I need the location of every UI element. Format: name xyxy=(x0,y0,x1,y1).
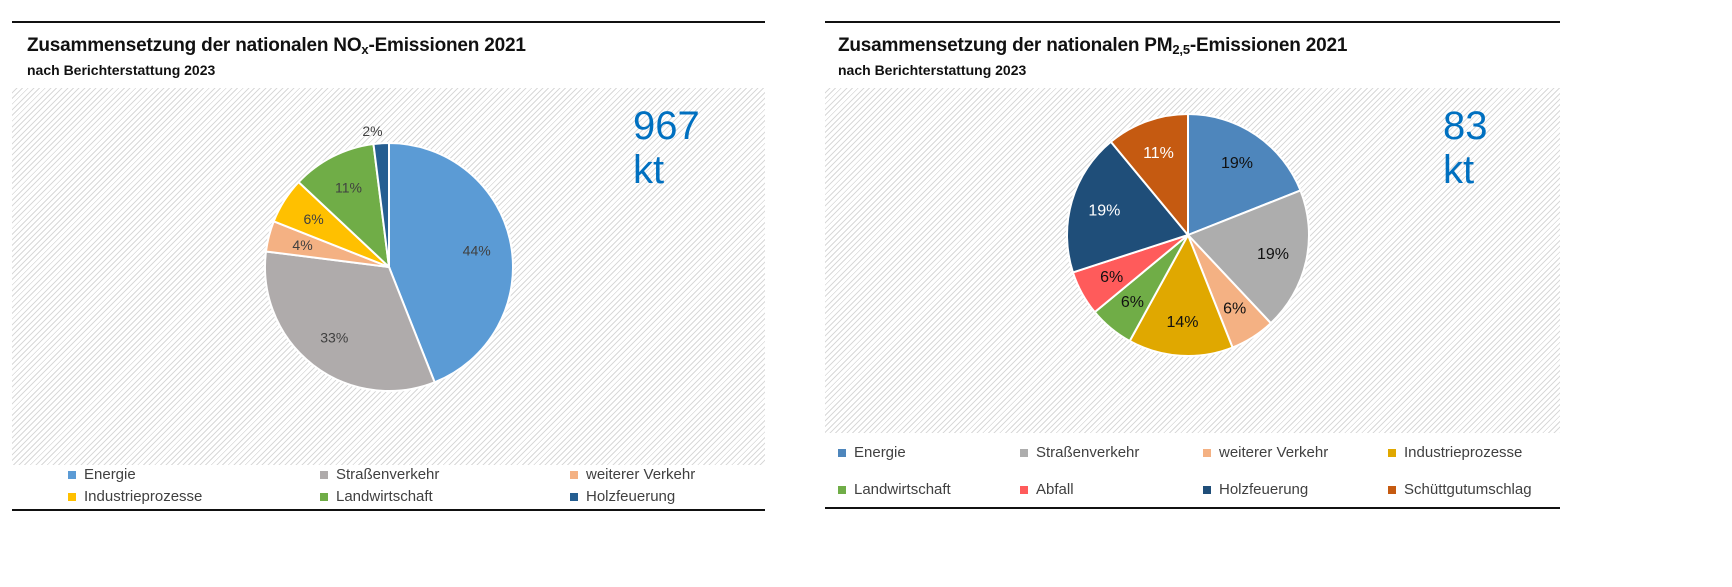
legend-swatch xyxy=(1388,486,1396,494)
top-rule xyxy=(12,21,765,23)
legend-swatch xyxy=(570,493,578,501)
legend-item: Abfall xyxy=(1020,481,1074,499)
legend-swatch xyxy=(838,449,846,457)
bottom-rule xyxy=(825,507,1560,509)
legend-label: Straßenverkehr xyxy=(336,466,440,483)
chart-title: Zusammensetzung der nationalen PM2,5-Emi… xyxy=(838,35,1347,59)
chart-subtitle: nach Berichterstattung 2023 xyxy=(838,62,1027,78)
legend-label: Holzfeuerung xyxy=(586,488,676,505)
legend-label: Holzfeuerung xyxy=(1219,481,1309,498)
legend-item: Straßenverkehr xyxy=(320,466,439,484)
pie-slice-holzfeuerung[interactable] xyxy=(1066,140,1190,274)
legend-label: Abfall xyxy=(1036,481,1074,498)
legend-swatch xyxy=(1203,486,1211,494)
legend-swatch xyxy=(1020,449,1028,457)
legend-label: weiterer Verkehr xyxy=(1219,444,1329,461)
legend-label: Straßenverkehr xyxy=(1036,444,1140,461)
legend-label: Landwirtschaft xyxy=(336,488,433,505)
legend-item: Energie xyxy=(68,466,136,484)
legend-item: Industrieprozesse xyxy=(68,488,202,506)
legend-item: weiterer Verkehr xyxy=(1203,444,1328,462)
legend-item: weiterer Verkehr xyxy=(570,466,695,484)
legend-label: Energie xyxy=(84,466,136,483)
legend-swatch xyxy=(68,493,76,501)
legend-item: Energie xyxy=(838,444,906,462)
title-rest: -Emissionen 2021 xyxy=(1189,35,1348,56)
pie-slice-holzfeuerung[interactable] xyxy=(372,141,390,268)
legend-label: Industrieprozesse xyxy=(84,488,203,505)
pie-slice-industrieprozesse[interactable] xyxy=(1128,232,1234,357)
legend-swatch xyxy=(838,486,846,494)
pie-slice-landwirtschaft[interactable] xyxy=(297,142,391,270)
legend-swatch xyxy=(1203,449,1211,457)
legend-item: Holzfeuerung xyxy=(1203,481,1308,499)
legend-item: Industrieprozesse xyxy=(1388,444,1522,462)
pie-slice-energie[interactable] xyxy=(1187,112,1302,237)
total-label: 83 kt xyxy=(1443,104,1488,192)
legend-label: weiterer Verkehr xyxy=(586,466,696,483)
legend-label: Schüttgutumschlag xyxy=(1404,481,1532,498)
total-label: 967 kt xyxy=(633,104,700,192)
bottom-rule xyxy=(12,509,765,511)
legend-label: Energie xyxy=(854,444,906,461)
legend-swatch xyxy=(320,471,328,479)
legend-item: Landwirtschaft xyxy=(838,481,951,499)
legend-label: Industrieprozesse xyxy=(1404,444,1523,461)
title-main: Zusammensetzung der nationalen PM xyxy=(838,35,1173,56)
title-subscript: 2,5 xyxy=(1172,42,1190,57)
legend-swatch xyxy=(68,471,76,479)
title-rest: -Emissionen 2021 xyxy=(368,35,526,56)
legend-swatch xyxy=(570,471,578,479)
top-rule xyxy=(825,21,1560,23)
pie-chart: 19%19%6%14%6%6%19%11% xyxy=(1066,112,1310,357)
pie-slice-stra-enverkehr[interactable] xyxy=(264,250,436,392)
chart-title: Zusammensetzung der nationalen NOx-Emiss… xyxy=(27,35,526,59)
chart-subtitle: nach Berichterstattung 2023 xyxy=(27,62,216,78)
legend-item: Landwirtschaft xyxy=(320,488,433,506)
legend-item: Holzfeuerung xyxy=(570,488,675,506)
legend-item: Schüttgutumschlag xyxy=(1388,481,1532,499)
legend-label: Landwirtschaft xyxy=(854,481,951,498)
title-main: Zusammensetzung der nationalen NO xyxy=(27,35,362,56)
legend-swatch xyxy=(1388,449,1396,457)
title-subscript: x xyxy=(361,42,369,57)
legend-item: Straßenverkehr xyxy=(1020,444,1139,462)
pie-slice-stra-enverkehr[interactable] xyxy=(1186,189,1310,325)
pie-slice-sch-ttgutumschlag[interactable] xyxy=(1109,112,1189,238)
legend-swatch xyxy=(1020,486,1028,494)
legend-swatch xyxy=(320,493,328,501)
pie-slice-energie[interactable] xyxy=(388,141,514,384)
